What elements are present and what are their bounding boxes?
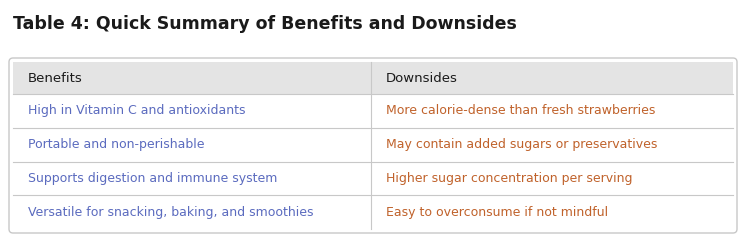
- Text: Benefits: Benefits: [28, 71, 82, 85]
- Text: May contain added sugars or preservatives: May contain added sugars or preservative…: [386, 138, 658, 151]
- Bar: [13, 94, 733, 128]
- Bar: [13, 62, 733, 94]
- Text: Higher sugar concentration per serving: Higher sugar concentration per serving: [386, 172, 632, 185]
- FancyBboxPatch shape: [13, 62, 733, 94]
- Text: High in Vitamin C and antioxidants: High in Vitamin C and antioxidants: [28, 104, 245, 117]
- Text: Downsides: Downsides: [386, 71, 458, 85]
- Bar: [13, 162, 733, 195]
- Text: Versatile for snacking, baking, and smoothies: Versatile for snacking, baking, and smoo…: [28, 206, 314, 219]
- Text: More calorie-dense than fresh strawberries: More calorie-dense than fresh strawberri…: [386, 104, 655, 117]
- Text: Supports digestion and immune system: Supports digestion and immune system: [28, 172, 277, 185]
- Text: Portable and non-perishable: Portable and non-perishable: [28, 138, 204, 151]
- Bar: [13, 128, 733, 162]
- Text: Table 4: Quick Summary of Benefits and Downsides: Table 4: Quick Summary of Benefits and D…: [13, 15, 517, 33]
- Text: Easy to overconsume if not mindful: Easy to overconsume if not mindful: [386, 206, 608, 219]
- Bar: [13, 195, 733, 229]
